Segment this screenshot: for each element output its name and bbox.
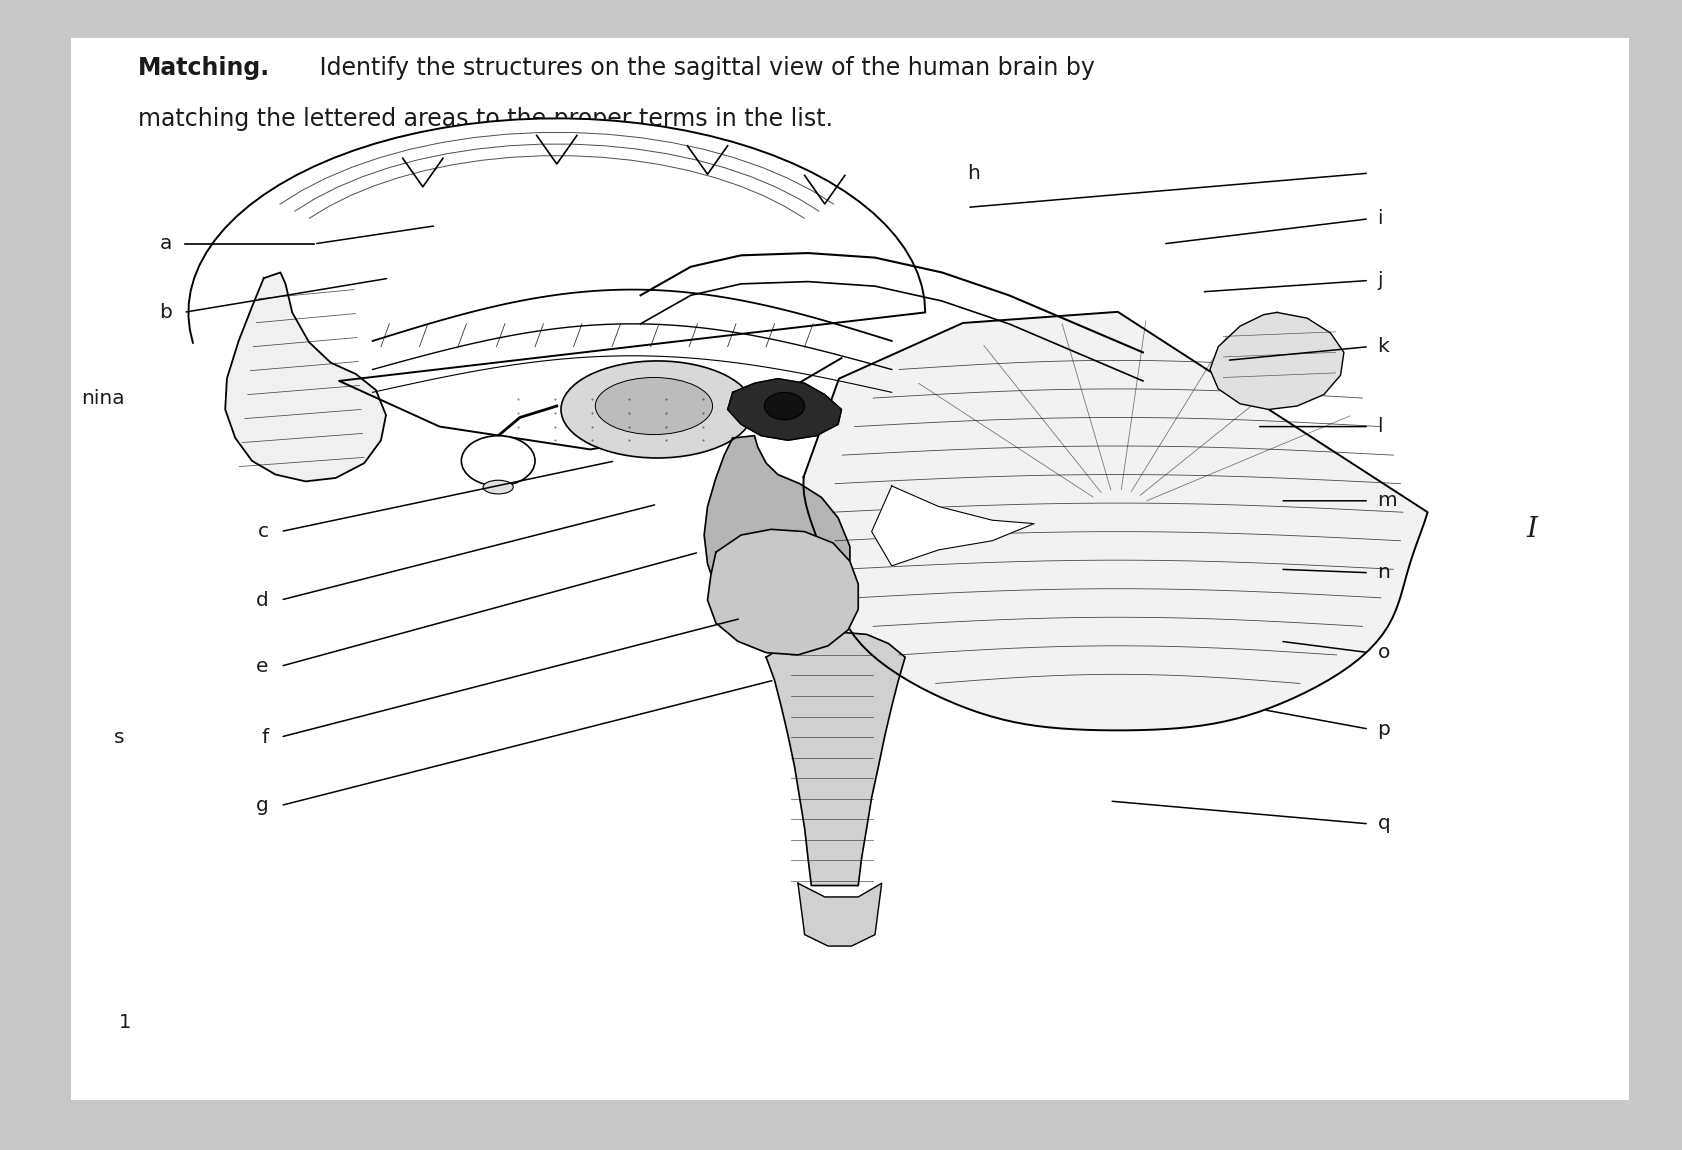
Text: e: e	[256, 657, 269, 676]
Text: Matching.: Matching.	[138, 55, 271, 79]
Circle shape	[461, 436, 535, 486]
Text: Identify the structures on the sagittal view of the human brain by: Identify the structures on the sagittal …	[313, 55, 1095, 79]
Text: o: o	[1376, 643, 1389, 662]
Text: i: i	[1376, 209, 1383, 229]
Polygon shape	[802, 312, 1426, 730]
Polygon shape	[765, 632, 905, 886]
Text: k: k	[1376, 337, 1388, 356]
Polygon shape	[871, 486, 1033, 566]
Polygon shape	[225, 273, 385, 482]
Text: I: I	[1526, 516, 1536, 543]
Polygon shape	[797, 883, 881, 946]
Text: j: j	[1376, 271, 1383, 290]
Ellipse shape	[560, 361, 754, 458]
Text: nina: nina	[81, 389, 124, 407]
Text: b: b	[158, 302, 172, 322]
Polygon shape	[706, 529, 858, 654]
Ellipse shape	[595, 377, 711, 435]
Text: c: c	[257, 522, 269, 542]
Text: s: s	[114, 728, 124, 746]
Text: l: l	[1376, 417, 1383, 436]
Text: q: q	[1376, 814, 1389, 834]
Text: d: d	[256, 591, 269, 610]
Circle shape	[764, 392, 804, 420]
Text: m: m	[1376, 491, 1396, 511]
Polygon shape	[703, 436, 849, 630]
Polygon shape	[188, 118, 925, 450]
Ellipse shape	[483, 481, 513, 494]
Text: f: f	[261, 728, 269, 746]
Text: matching the lettered areas to the proper terms in the list.: matching the lettered areas to the prope…	[138, 107, 833, 131]
Polygon shape	[727, 378, 841, 440]
Text: g: g	[256, 796, 269, 815]
Polygon shape	[1209, 313, 1344, 409]
Text: 1: 1	[118, 1013, 131, 1032]
FancyBboxPatch shape	[71, 38, 1628, 1101]
Text: n: n	[1376, 564, 1389, 582]
Text: h: h	[967, 163, 979, 183]
Text: p: p	[1376, 720, 1389, 738]
Text: a: a	[160, 235, 172, 253]
